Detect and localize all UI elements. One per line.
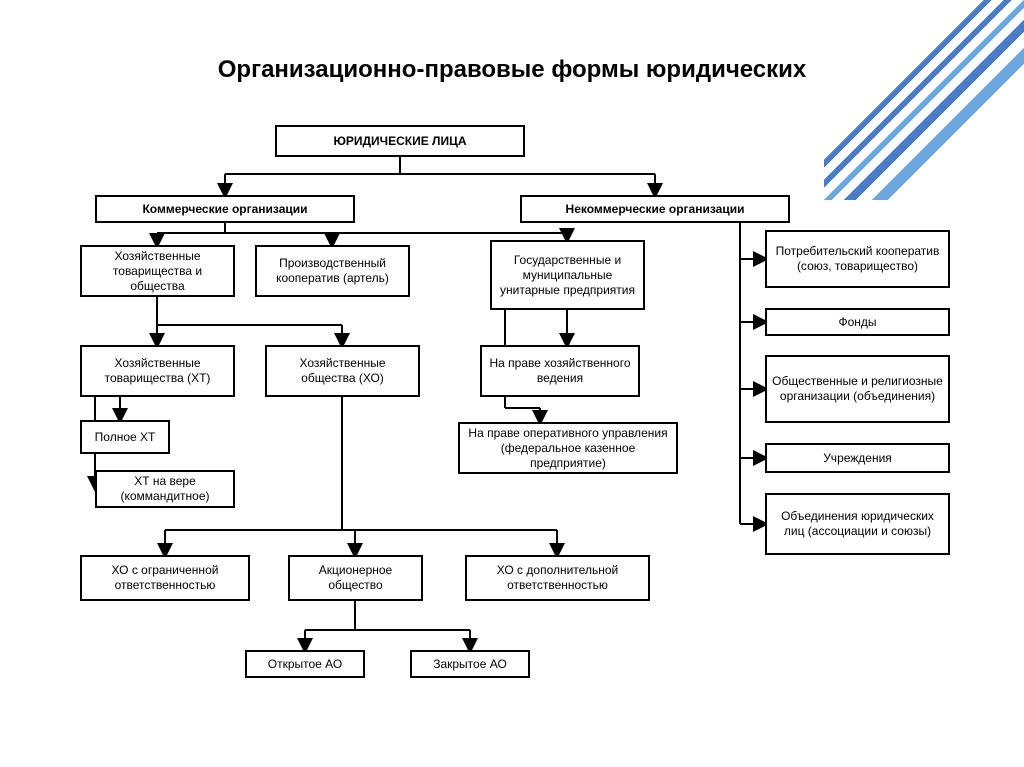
decorative-corner bbox=[824, 0, 1024, 200]
node-c1: Хозяйственные товарищества и общества bbox=[80, 245, 235, 297]
node-c2: Производственный кооператив (артель) bbox=[255, 245, 410, 297]
node-n5: Объединения юридических лиц (ассоциации … bbox=[765, 493, 950, 555]
node-n1: Потребительский кооператив (союз, товари… bbox=[765, 230, 950, 288]
node-comm: Коммерческие организации bbox=[95, 195, 355, 223]
node-root: ЮРИДИЧЕСКИЕ ЛИЦА bbox=[275, 125, 525, 157]
node-hv: На праве хозяйственного ведения bbox=[480, 345, 640, 397]
node-n2: Фонды bbox=[765, 308, 950, 336]
node-aoo: Открытое АО bbox=[245, 650, 365, 678]
node-c3: Государственные и муниципальные унитарны… bbox=[490, 240, 645, 310]
node-n3: Общественные и религиозные организации (… bbox=[765, 355, 950, 423]
node-xo: Хозяйственные общества (ХО) bbox=[265, 345, 420, 397]
node-xt: Хозяйственные товарищества (ХТ) bbox=[80, 345, 235, 397]
node-op: На праве оперативного управления (федера… bbox=[458, 422, 678, 474]
node-noncomm: Некоммерческие организации bbox=[520, 195, 790, 223]
node-vxt: ХТ на вере (коммандитное) bbox=[95, 470, 235, 508]
page-title: Организационно-правовые формы юридически… bbox=[0, 56, 1024, 84]
node-xo2: Акционерное общество bbox=[288, 555, 423, 601]
node-aoz: Закрытое АО bbox=[410, 650, 530, 678]
node-n4: Учреждения bbox=[765, 443, 950, 473]
node-pxt: Полное ХТ bbox=[80, 420, 170, 454]
node-xo1: ХО с ограниченной ответственностью bbox=[80, 555, 250, 601]
node-xo3: ХО с дополнительной ответственностью bbox=[465, 555, 650, 601]
